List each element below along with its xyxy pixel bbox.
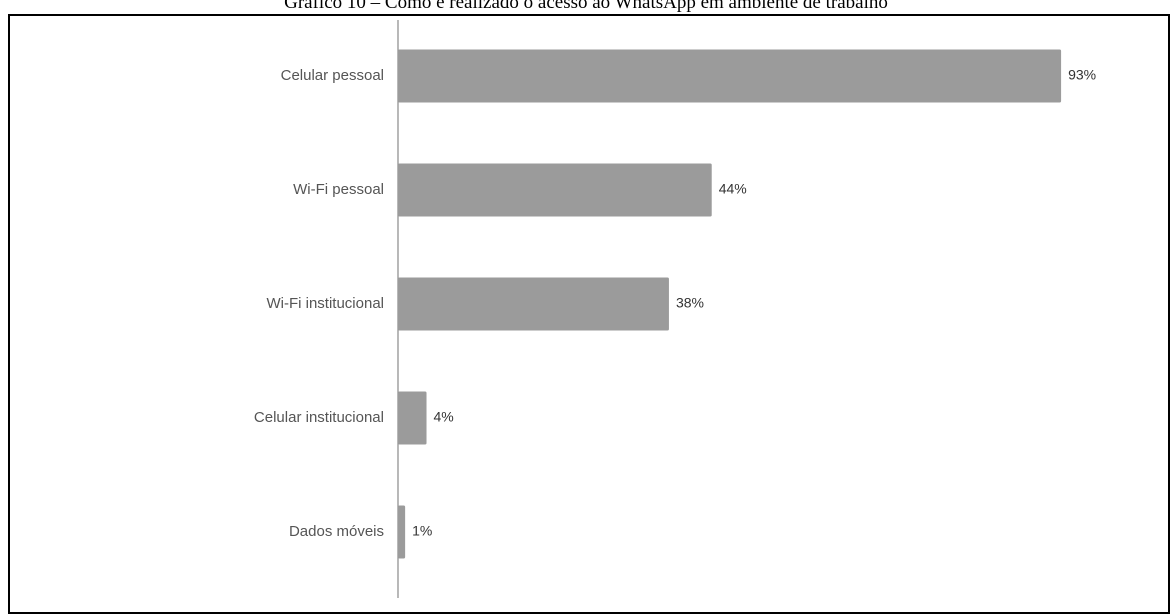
bar-celular-institucional	[398, 391, 427, 445]
value-label-celular-institucional: 4%	[434, 409, 454, 425]
chart-caption: Gráfico 10 – Como é realizado o acesso a…	[284, 0, 888, 13]
category-label-celular-institucional: Celular institucional	[254, 409, 384, 426]
category-label-wi-fi-pessoal: Wi-Fi pessoal	[293, 181, 384, 198]
bar-wi-fi-pessoal	[398, 163, 712, 217]
bar-dados-moveis	[398, 505, 406, 559]
chart-frame: Celular pessoal 93% Wi-Fi pessoal 44% Wi-Fi …	[8, 14, 1170, 614]
category-label-celular-pessoal: Celular pessoal	[281, 67, 384, 84]
value-label-celular-pessoal: 93%	[1068, 67, 1096, 83]
value-label-wi-fi-pessoal: 44%	[719, 181, 747, 197]
category-label-dados-moveis: Dados móveis	[289, 523, 384, 540]
value-label-dados-moveis: 1%	[412, 523, 432, 539]
category-label-wi-fi-institucional: Wi-Fi institucional	[266, 295, 384, 312]
bar-chart: Celular pessoal 93% Wi-Fi pessoal 44% Wi-Fi …	[254, 20, 1096, 598]
value-label-wi-fi-institucional: 38%	[676, 295, 704, 311]
bar-celular-pessoal	[398, 49, 1062, 103]
bar-wi-fi-institucional	[398, 277, 669, 331]
